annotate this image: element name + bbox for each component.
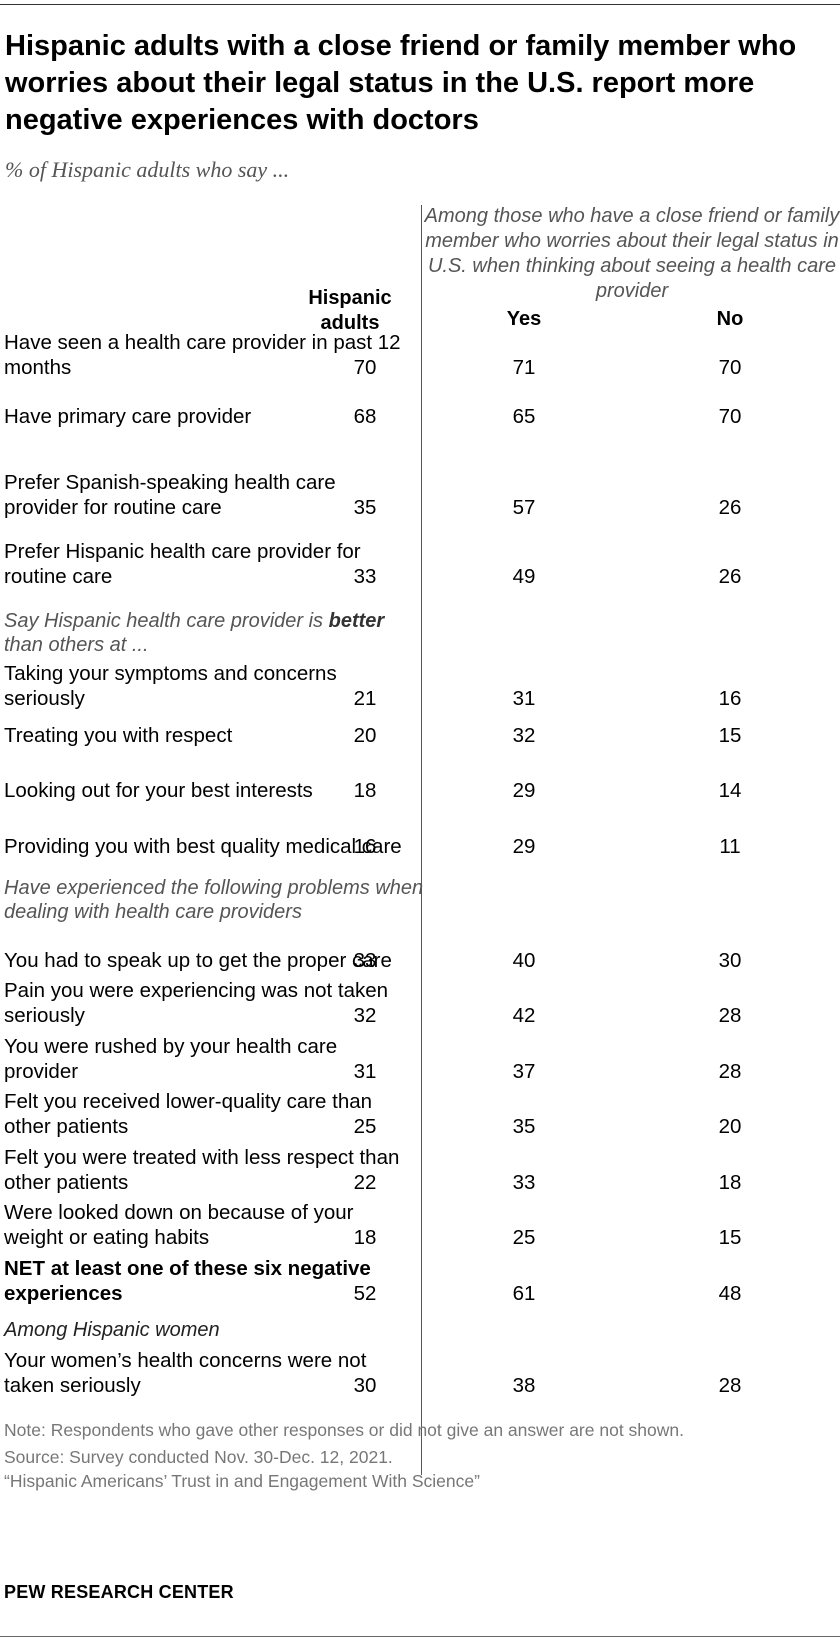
brand-logo-text: PEW RESEARCH CENTER	[4, 1582, 234, 1602]
bottom-rule	[0, 1636, 840, 1637]
value-yes: 32	[512, 723, 536, 747]
value-yes: 65	[512, 404, 536, 428]
value-hispanic-adults: 70	[353, 355, 377, 379]
value-hispanic-adults: 16	[353, 834, 377, 858]
value-hispanic-adults: 21	[353, 686, 377, 710]
chart-title: Hispanic adults with a close friend or f…	[5, 30, 797, 136]
value-yes: 31	[512, 686, 536, 710]
value-yes: 35	[512, 1114, 536, 1138]
value-yes: 71	[512, 355, 536, 379]
table-row: Looking out for your best interests 18 29 1…	[0, 0, 840, 803]
value-yes: 29	[512, 778, 536, 802]
row-label: Have seen a health care provider in past…	[4, 331, 401, 379]
value-no: 28	[718, 1059, 742, 1083]
value-yes: 40	[512, 948, 536, 972]
table-row: Felt you were treated with less respect …	[4, 1146, 742, 1194]
value-yes: 33	[512, 1170, 536, 1194]
row-label: You had to speak up to get the proper ca…	[4, 948, 392, 972]
table-row: Have primary care provider 68 65 70	[0, 0, 840, 429]
section-problems: Have experienced the following problems …	[4, 877, 424, 923]
value-no: 28	[718, 1003, 742, 1027]
value-no: 18	[718, 1170, 742, 1194]
row-label: Your women’s health concerns were not ta…	[4, 1349, 367, 1397]
table-row: Providing you with best quality medical …	[4, 834, 741, 858]
chart-subtitle: % of Hispanic adults who say ...	[5, 157, 290, 182]
value-no: 26	[718, 564, 742, 588]
table-row: Have seen a health care provider in past…	[0, 0, 840, 380]
column-divider	[421, 205, 422, 1475]
value-no: 16	[718, 686, 742, 710]
table-row: Prefer Hispanic health care provider for…	[0, 0, 840, 589]
value-hispanic-adults: 35	[353, 495, 377, 519]
row-label: NET at least one of these six negative e…	[4, 1257, 371, 1305]
row-label: Pain you were experiencing was not taken…	[4, 979, 389, 1027]
row-label: Felt you received lower-quality care tha…	[4, 1090, 373, 1138]
section-hispanic-women: Among Hispanic women	[4, 1319, 220, 1341]
value-hispanic-adults: 22	[353, 1170, 377, 1194]
row-label: You were rushed by your health care prov…	[4, 1035, 338, 1083]
table-row: Prefer Spanish-speaking health care prov…	[0, 0, 840, 520]
value-no: 30	[718, 948, 742, 972]
value-no: 15	[718, 723, 742, 747]
value-yes: 25	[512, 1225, 536, 1249]
value-no: 15	[718, 1225, 742, 1249]
value-no: 28	[718, 1373, 742, 1397]
value-no: 48	[718, 1281, 742, 1305]
value-no: 20	[718, 1114, 742, 1138]
value-hispanic-adults: 52	[353, 1281, 377, 1305]
footer-note: Note: Respondents who gave other respons…	[4, 1420, 684, 1440]
value-no: 70	[718, 355, 742, 379]
row-label: Were looked down on because of your weig…	[4, 1201, 354, 1249]
row-label: Providing you with best quality medical …	[4, 834, 402, 858]
row-label: Taking your symptoms and concerns seriou…	[4, 662, 337, 710]
value-yes: 37	[512, 1059, 536, 1083]
value-yes: 61	[512, 1281, 536, 1305]
table-row: Felt you received lower-quality care tha…	[4, 1090, 742, 1138]
value-yes: 49	[512, 564, 536, 588]
table-row: Were looked down on because of your weig…	[4, 1201, 742, 1249]
value-yes: 38	[512, 1373, 536, 1397]
value-hispanic-adults: 30	[353, 1373, 377, 1397]
value-hispanic-adults: 18	[353, 778, 377, 802]
value-hispanic-adults: 33	[353, 948, 377, 972]
section-better-than-others: Say Hispanic health care provider is bet…	[4, 610, 385, 656]
row-label: Prefer Spanish-speaking health care prov…	[4, 471, 336, 519]
column-header-no: No	[716, 308, 744, 330]
value-no: 11	[719, 834, 741, 858]
table-row: You had to speak up to get the proper ca…	[4, 948, 742, 972]
value-yes: 42	[512, 1003, 536, 1027]
value-hispanic-adults: 68	[353, 404, 377, 428]
value-hispanic-adults: 33	[353, 564, 377, 588]
group-header: Among those who have a close friend or f…	[424, 205, 840, 302]
table-row: Pain you were experiencing was not taken…	[4, 979, 742, 1027]
row-label: Have primary care provider	[4, 404, 252, 428]
value-yes: 57	[512, 495, 536, 519]
column-header-hispanic-adults: Hispanic adults	[308, 287, 392, 334]
value-yes: 29	[512, 834, 536, 858]
value-hispanic-adults: 25	[353, 1114, 377, 1138]
row-label: Looking out for your best interests	[4, 778, 313, 802]
value-hispanic-adults: 20	[353, 723, 377, 747]
row-label: Treating you with respect	[4, 723, 233, 747]
value-no: 70	[718, 404, 742, 428]
value-hispanic-adults: 31	[353, 1059, 377, 1083]
table-row: Taking your symptoms and concerns seriou…	[0, 0, 840, 711]
column-header-yes: Yes	[506, 308, 542, 330]
footer-report-title: “Hispanic Americans’ Trust in and Engage…	[4, 1471, 480, 1491]
value-no: 14	[718, 778, 742, 802]
table-row: Treating you with respect 20 32 15	[0, 0, 840, 748]
value-no: 26	[718, 495, 742, 519]
row-label: Prefer Hispanic health care provider for…	[4, 540, 361, 588]
table-row: NET at least one of these six negative e…	[4, 1257, 742, 1305]
table-row: Your women’s health concerns were not ta…	[4, 1349, 742, 1397]
row-label: Felt you were treated with less respect …	[4, 1146, 400, 1194]
table-row: You were rushed by your health care prov…	[4, 1035, 742, 1083]
value-hispanic-adults: 32	[353, 1003, 377, 1027]
top-rule	[0, 4, 840, 5]
footer-source: Source: Survey conducted Nov. 30-Dec. 12…	[4, 1447, 393, 1467]
value-hispanic-adults: 18	[353, 1225, 377, 1249]
